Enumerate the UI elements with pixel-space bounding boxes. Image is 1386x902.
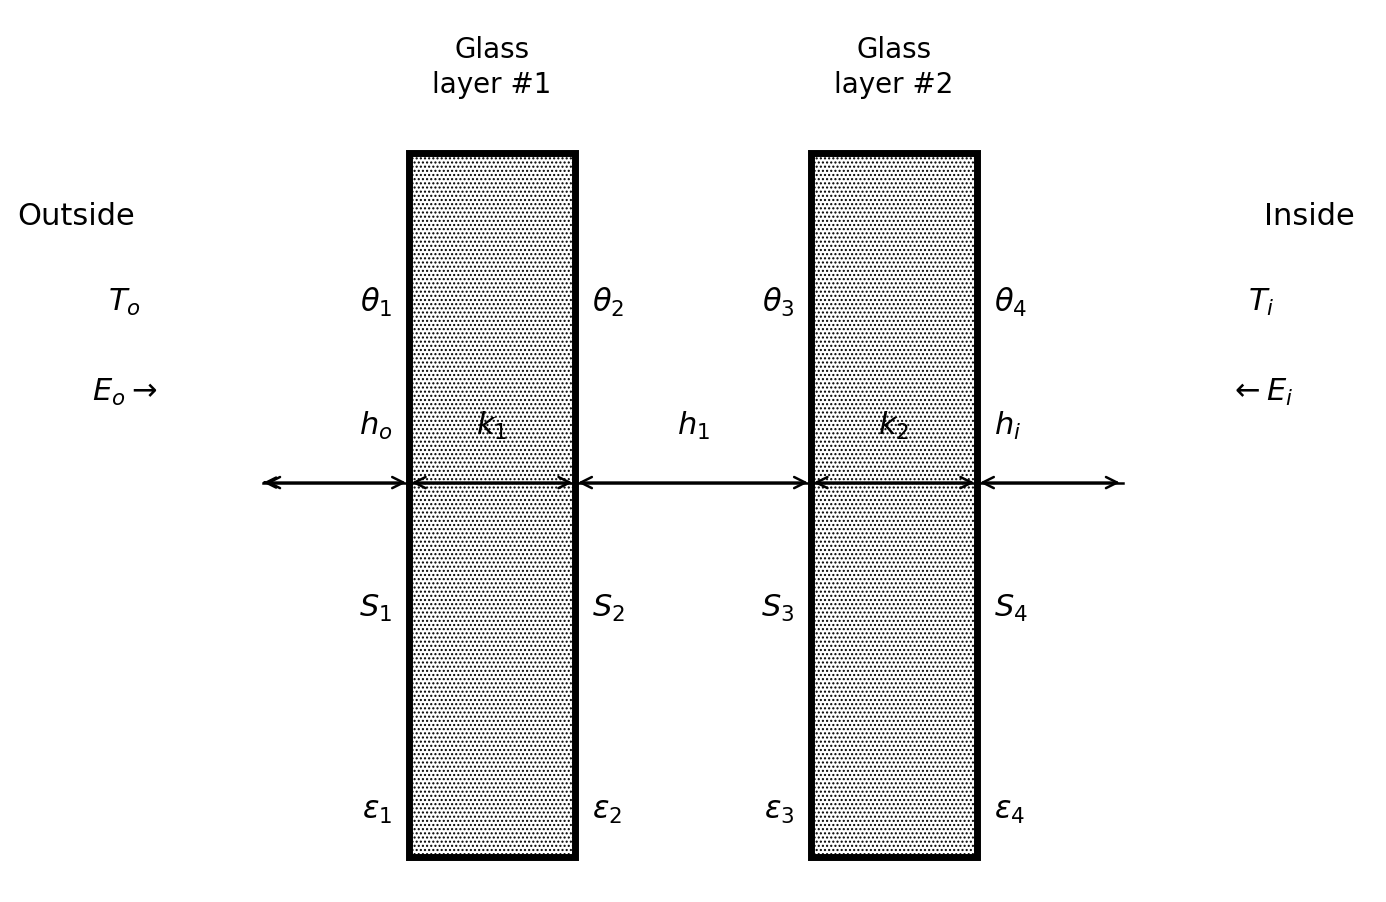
Text: Glass
layer #1: Glass layer #1 — [432, 36, 552, 98]
Text: Outside: Outside — [18, 202, 134, 231]
Text: Inside: Inside — [1264, 202, 1356, 231]
Bar — [811, 153, 977, 857]
Text: $\boldsymbol{\varepsilon_1}$: $\boldsymbol{\varepsilon_1}$ — [362, 797, 392, 826]
Text: $\boldsymbol{k_1}$: $\boldsymbol{k_1}$ — [477, 410, 507, 442]
Text: $\boldsymbol{\varepsilon_2}$: $\boldsymbol{\varepsilon_2}$ — [592, 797, 622, 826]
Text: $T_o$: $T_o$ — [108, 287, 141, 318]
Text: Glass
layer #2: Glass layer #2 — [834, 36, 954, 98]
Text: $\boldsymbol{h_o}$: $\boldsymbol{h_o}$ — [359, 410, 392, 442]
Text: $\leftarrow E_i$: $\leftarrow E_i$ — [1229, 377, 1293, 408]
Text: $\boldsymbol{\theta_1}$: $\boldsymbol{\theta_1}$ — [360, 286, 392, 318]
Text: $\boldsymbol{k_2}$: $\boldsymbol{k_2}$ — [879, 410, 909, 442]
Bar — [409, 153, 575, 857]
Text: $\boldsymbol{\theta_3}$: $\boldsymbol{\theta_3}$ — [762, 286, 794, 318]
Text: $\boldsymbol{\theta_2}$: $\boldsymbol{\theta_2}$ — [592, 286, 624, 318]
Text: $\boldsymbol{\theta_4}$: $\boldsymbol{\theta_4}$ — [994, 286, 1027, 318]
Text: $\boldsymbol{h_1}$: $\boldsymbol{h_1}$ — [676, 410, 710, 442]
Text: $\boldsymbol{\varepsilon_4}$: $\boldsymbol{\varepsilon_4}$ — [994, 797, 1024, 826]
Text: $\boldsymbol{S_4}$: $\boldsymbol{S_4}$ — [994, 594, 1027, 624]
Text: $\boldsymbol{\varepsilon_3}$: $\boldsymbol{\varepsilon_3}$ — [764, 797, 794, 826]
Text: $\boldsymbol{h_i}$: $\boldsymbol{h_i}$ — [994, 410, 1021, 442]
Text: $\boldsymbol{S_1}$: $\boldsymbol{S_1}$ — [359, 594, 392, 624]
Text: $\boldsymbol{S_3}$: $\boldsymbol{S_3}$ — [761, 594, 794, 624]
Text: $E_o\rightarrow$: $E_o\rightarrow$ — [91, 377, 158, 408]
Text: $T_i$: $T_i$ — [1247, 287, 1275, 318]
Text: $\boldsymbol{S_2}$: $\boldsymbol{S_2}$ — [592, 594, 625, 624]
